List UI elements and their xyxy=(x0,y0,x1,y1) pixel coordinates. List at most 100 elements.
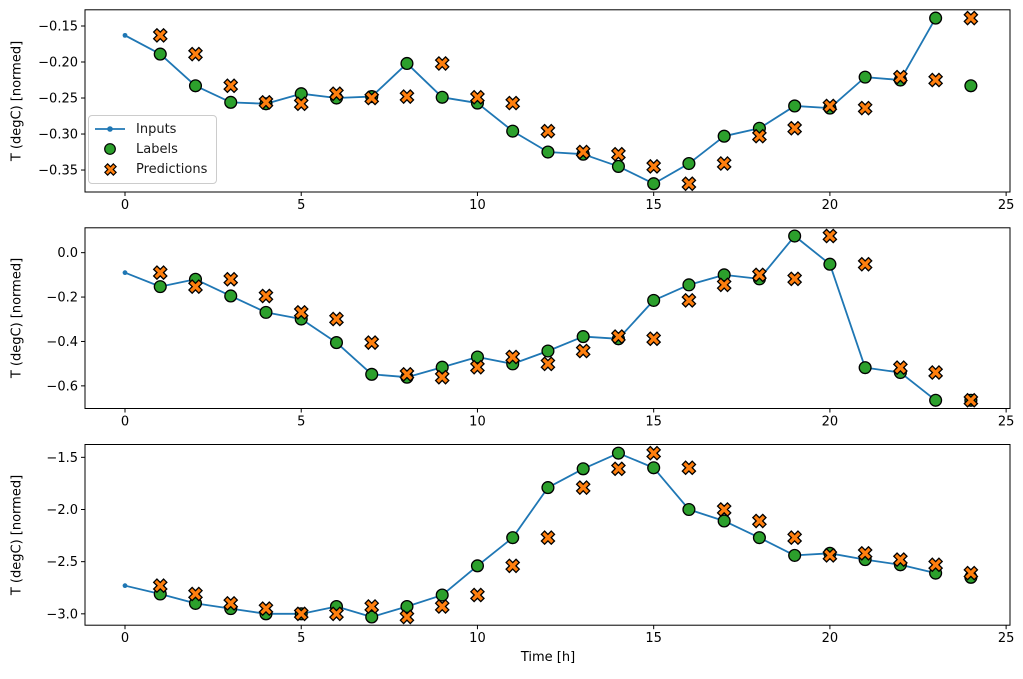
prediction-point xyxy=(963,10,979,26)
label-point xyxy=(506,531,520,545)
label-point xyxy=(717,514,731,528)
y-tick-label: −0.4 xyxy=(46,335,78,350)
prediction-point xyxy=(610,461,626,477)
prediction-point xyxy=(787,530,803,546)
y-tick-label: −0.6 xyxy=(46,379,78,394)
x-tick-label: 20 xyxy=(822,415,839,430)
prediction-point xyxy=(187,586,203,602)
prediction-point xyxy=(399,366,415,382)
prediction-point xyxy=(787,120,803,136)
label-point xyxy=(682,278,696,292)
prediction-point xyxy=(751,128,767,144)
prediction-point xyxy=(751,513,767,529)
y-tick-label: −2.0 xyxy=(46,503,78,518)
prediction-point xyxy=(434,369,450,385)
legend-label: Inputs xyxy=(136,121,177,137)
label-point xyxy=(717,129,731,143)
prediction-point xyxy=(364,90,380,106)
prediction-point xyxy=(258,601,274,617)
prediction-point xyxy=(540,123,556,139)
label-point xyxy=(224,289,238,303)
prediction-point xyxy=(928,365,944,381)
series-labels xyxy=(153,229,978,407)
label-point xyxy=(647,461,661,475)
y-tick-label: −0.2 xyxy=(46,291,78,306)
series-predictions xyxy=(152,228,979,408)
prediction-point xyxy=(258,288,274,304)
x-tick-label: 15 xyxy=(645,415,662,430)
x-axis-label: Time [h] xyxy=(520,650,576,665)
x-tick-label: 5 xyxy=(297,631,305,646)
prediction-point xyxy=(505,558,521,574)
label-point xyxy=(964,79,978,93)
y-tick-label: −0.20 xyxy=(38,56,78,71)
label-point xyxy=(506,124,520,138)
prediction-point xyxy=(293,304,309,320)
prediction-point xyxy=(646,158,662,174)
legend: Inputs Labels Predictions xyxy=(88,115,217,184)
legend-label: Labels xyxy=(136,141,178,157)
x-icon xyxy=(93,162,127,177)
input-point xyxy=(122,32,128,38)
series-labels xyxy=(153,446,978,624)
prediction-point xyxy=(469,587,485,603)
label-point xyxy=(576,330,590,344)
y-tick-label: −0.35 xyxy=(38,164,78,179)
prediction-point xyxy=(928,72,944,88)
y-tick-label: −0.25 xyxy=(38,92,78,107)
prediction-point xyxy=(187,279,203,295)
prediction-point xyxy=(646,331,662,347)
prediction-point xyxy=(928,557,944,573)
input-point xyxy=(122,270,128,276)
label-point xyxy=(541,344,555,358)
prediction-point xyxy=(223,595,239,611)
series-inputs xyxy=(122,15,939,187)
prediction-point xyxy=(540,356,556,372)
label-point xyxy=(788,99,802,113)
prediction-point xyxy=(328,606,344,622)
x-axis-ticks: 0 5 10 15 20 25 xyxy=(121,192,1014,213)
y-tick-label: −3.0 xyxy=(46,607,78,622)
x-axis-ticks: 0 5 10 15 20 25 xyxy=(121,408,1015,430)
label-point xyxy=(611,159,625,173)
label-point xyxy=(224,95,238,109)
series-predictions xyxy=(152,445,979,625)
label-point xyxy=(435,90,449,104)
x-tick-label: 5 xyxy=(297,415,305,430)
x-tick-label: 10 xyxy=(469,198,486,213)
prediction-point xyxy=(610,329,626,345)
prediction-point xyxy=(364,599,380,615)
prediction-point xyxy=(681,292,697,308)
prediction-point xyxy=(469,359,485,375)
prediction-point xyxy=(469,89,485,105)
prediction-point xyxy=(328,311,344,327)
legend-item-labels: Labels xyxy=(93,140,216,158)
y-tick-label: −0.30 xyxy=(38,128,78,143)
prediction-point xyxy=(505,95,521,111)
x-tick-label: 25 xyxy=(998,415,1015,430)
prediction-point xyxy=(152,27,168,43)
label-point xyxy=(400,599,414,614)
label-point xyxy=(858,361,872,375)
prediction-point xyxy=(258,94,274,110)
y-tick-label: 0.0 xyxy=(57,246,78,261)
prediction-point xyxy=(610,146,626,162)
label-point xyxy=(682,157,696,171)
plot-frame xyxy=(84,227,1011,409)
subplot-3: −1.5 −2.0 −2.5 −3.0 0 5 10 15 20 25 xyxy=(46,444,1014,646)
inputs-line xyxy=(124,452,936,618)
label-point xyxy=(365,610,379,624)
label-point xyxy=(329,336,344,350)
prediction-point xyxy=(751,267,767,283)
label-point xyxy=(153,280,167,294)
label-point xyxy=(400,56,414,71)
label-point xyxy=(823,257,837,271)
label-point xyxy=(541,145,555,159)
y-axis-ticks: −0.15 −0.20 −0.25 −0.30 −0.35 xyxy=(38,20,85,179)
label-point xyxy=(929,11,943,25)
x-tick-label: 0 xyxy=(121,631,129,646)
prediction-point xyxy=(963,565,979,581)
prediction-point xyxy=(575,480,591,496)
legend-item-predictions: Predictions xyxy=(93,161,216,179)
x-tick-label: 0 xyxy=(121,415,129,430)
